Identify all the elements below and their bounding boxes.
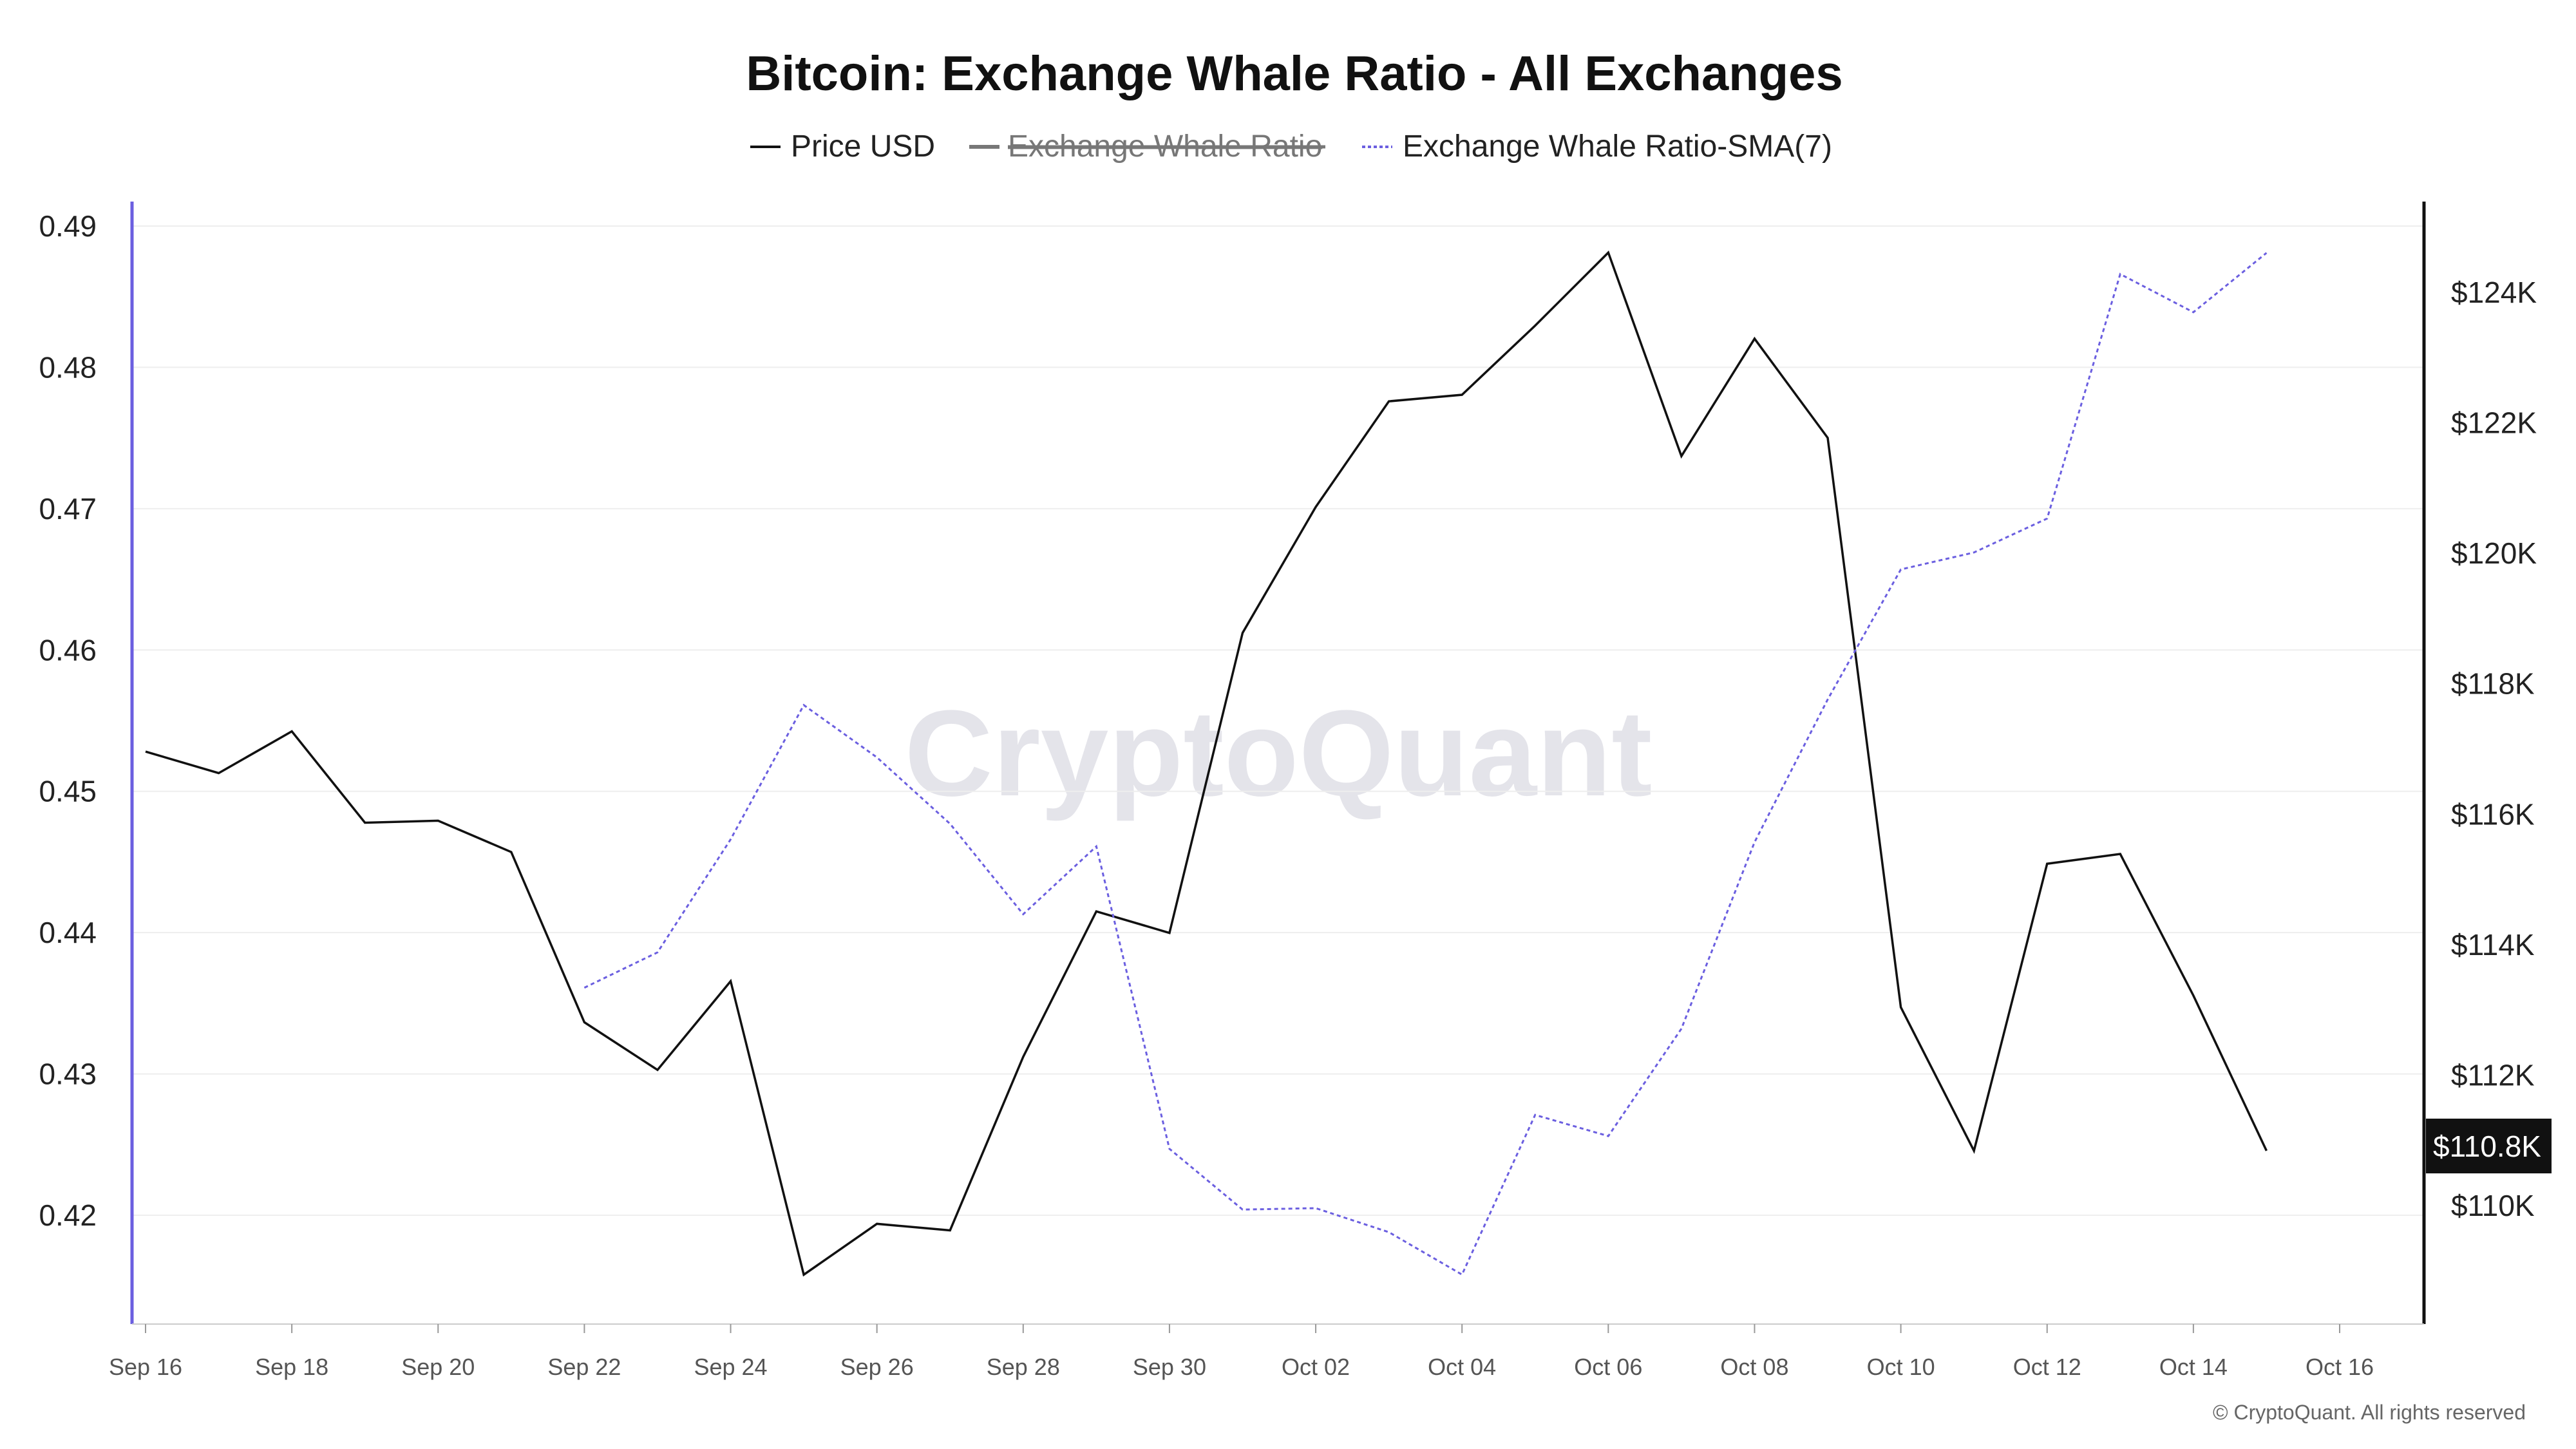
copyright: © CryptoQuant. All rights reserved — [2213, 1401, 2526, 1424]
left-tick-label: 0.42 — [39, 1198, 97, 1232]
right-tick-label: $120K — [2451, 536, 2537, 570]
right-tick-label: $116K — [2451, 797, 2535, 831]
legend-item-sma[interactable]: Exchange Whale Ratio-SMA(7) — [1362, 129, 1832, 164]
right-tick-label: $124K — [2451, 276, 2537, 309]
x-tick-label: Sep 18 — [255, 1354, 328, 1380]
x-tick-label: Sep 16 — [109, 1354, 182, 1380]
right-tick-label: $112K — [2451, 1058, 2535, 1092]
x-tick-label: Sep 28 — [987, 1354, 1060, 1380]
x-tick-label: Sep 30 — [1133, 1354, 1206, 1380]
legend-item-whale-ratio[interactable]: Exchange Whale Ratio — [969, 129, 1325, 164]
chart-title: Bitcoin: Exchange Whale Ratio - All Exch… — [746, 46, 1842, 101]
right-tick-label: $114K — [2451, 928, 2535, 961]
left-tick-label: 0.48 — [39, 350, 97, 384]
x-tick-label: Oct 06 — [1574, 1354, 1642, 1380]
watermark: CryptoQuant — [904, 685, 1652, 822]
x-tick-label: Sep 22 — [547, 1354, 621, 1380]
x-tick-label: Oct 04 — [1428, 1354, 1496, 1380]
right-tick-label: $122K — [2451, 406, 2537, 440]
legend-label-sma: Exchange Whale Ratio-SMA(7) — [1403, 129, 1832, 164]
price-line — [145, 251, 2268, 1277]
legend-label-price: Price USD — [791, 129, 935, 164]
x-tick-label: Oct 16 — [2306, 1354, 2374, 1380]
right-tick-label: $118K — [2451, 667, 2535, 701]
left-tick-label: 0.46 — [39, 633, 97, 667]
left-tick-label: 0.49 — [39, 209, 97, 243]
legend-item-price[interactable]: Price USD — [750, 129, 935, 164]
legend: Price USD Exchange Whale Ratio Exchange … — [750, 129, 1832, 164]
x-tick-label: Sep 26 — [840, 1354, 914, 1380]
left-tick-label: 0.47 — [39, 492, 97, 526]
last-price-tag: $110.8K — [2426, 1119, 2552, 1173]
last-price-label: $110.8K — [2433, 1130, 2541, 1163]
right-tick-label: $110K — [2451, 1189, 2535, 1222]
x-tick-label: Oct 14 — [2159, 1354, 2228, 1380]
x-tick-label: Oct 02 — [1282, 1354, 1350, 1380]
x-tick-label: Oct 10 — [1867, 1354, 1935, 1380]
left-tick-label: 0.44 — [39, 916, 97, 949]
sma-line — [583, 252, 2268, 1276]
x-tick-label: Sep 24 — [694, 1354, 767, 1380]
left-tick-label: 0.43 — [39, 1057, 97, 1091]
x-tick-label: Oct 08 — [1720, 1354, 1788, 1380]
left-tick-label: 0.45 — [39, 775, 97, 808]
x-tick-label: Oct 12 — [2013, 1354, 2081, 1380]
gridlines — [132, 225, 2424, 1216]
x-tick-label: Sep 20 — [401, 1354, 475, 1380]
